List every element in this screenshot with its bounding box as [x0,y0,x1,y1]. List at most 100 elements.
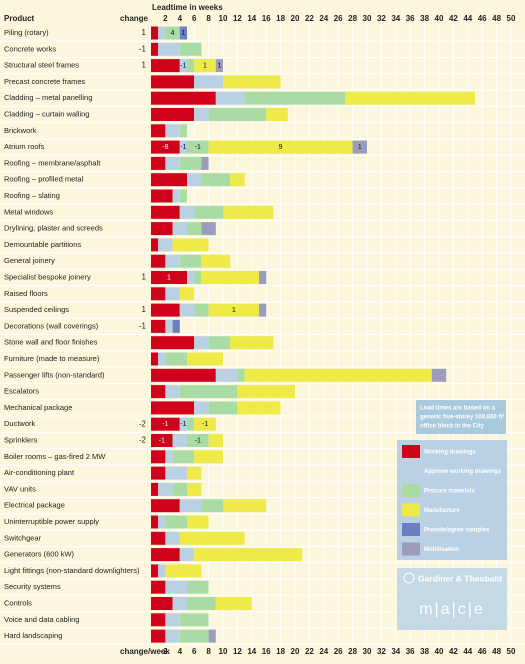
x-tick-label: 42 [449,14,458,23]
bar-segment [208,401,238,415]
bar-segment [194,271,202,284]
bar-segment [151,124,166,138]
row-label: General joinery [4,256,55,265]
x-tick-label: 8 [206,14,211,23]
x-tick-label: 42 [449,647,458,656]
x-tick-label: 6 [192,14,197,23]
x-tick-label: 34 [391,14,400,23]
legend-swatch [402,523,420,536]
row-label: Escalators [4,387,39,396]
row-label: Cladding – curtain walling [4,109,89,118]
bar-segment [208,336,231,350]
bar-segment [158,564,166,578]
x-tick-label: 26 [334,647,343,656]
bar-segment [237,401,281,415]
bar-segment [151,531,166,545]
bar-segment [201,271,259,284]
bar-segment [151,222,173,236]
row-label: Piling (rotary) [4,28,49,37]
row-label: Suspended ceilings [4,305,69,314]
bar-segment [172,450,195,464]
segment-change: 4 [171,30,175,37]
x-tick-label: 30 [363,14,372,23]
x-tick-label: 40 [435,14,444,23]
row-label: Concrete works [4,44,56,53]
bar-segment [151,417,180,431]
row-label: Demountable partitions [4,240,81,249]
logo-box [397,568,507,630]
change-label: -1 [139,322,147,331]
bar-segment [151,629,166,643]
bar-segment [208,108,267,121]
bar-segment [194,336,209,350]
x-tick-label: 10 [219,14,228,23]
bar-segment [187,515,209,529]
x-tick-label: 46 [478,647,487,656]
bar-segment [151,434,173,447]
bar-segment [187,352,223,366]
bar-segment [201,156,209,170]
legend-label: Working drawings [424,450,477,456]
x-tick-label: 32 [377,14,386,23]
bar-segment [194,59,216,73]
bar-segment [151,319,166,333]
legend-swatch [402,445,420,458]
row-label: Roofing – membrane/asphalt [4,158,101,167]
bar-segment [201,499,223,513]
row-label: Uninterruptible power supply [4,517,99,526]
bar-segment [165,531,180,545]
bar-segment [194,417,216,431]
bar-segment [237,385,295,399]
bar-segment [151,287,166,301]
bar-segment [151,108,195,121]
change-label: 1 [142,305,147,314]
x-tick-label: 4 [178,647,183,656]
bar-segment [165,156,180,170]
bar-segment [215,368,238,382]
row-label: Security systems [4,582,61,591]
bar-segment [151,385,166,399]
bar-segment [179,629,209,643]
bar-segment [151,59,180,73]
bar-segment [151,42,159,56]
bar-segment [201,254,231,268]
legend-label: Mobilisation [424,547,459,553]
bar-segment [158,515,166,529]
bar-segment [179,385,238,399]
x-tick-label: 48 [492,14,501,23]
row-label: Cladding – metal panelling [4,93,92,102]
row-label: Sprinklers [4,435,38,444]
bar-segment [215,59,223,73]
row-label: Ductwork [4,419,36,428]
bottom-label: change/week [120,647,170,656]
bar-segment [179,205,195,219]
bar-segment [179,548,195,562]
bar-segment [151,580,166,594]
bar-segment [266,108,288,121]
segment-change: -1 [159,437,165,444]
bar-segment [187,271,195,284]
bar-segment [179,156,202,170]
bar-segment [179,140,187,154]
legend-swatch [402,484,420,497]
x-tick-label: 2 [163,14,168,23]
bar-segment [165,564,202,578]
bar-segment [179,613,209,627]
axis-title: Leadtime in weeks [152,3,223,12]
x-tick-label: 32 [377,647,386,656]
bar-segment [172,434,187,447]
row-label: Metal windows [4,207,53,216]
bar-segment [151,238,159,252]
bar-segment [151,156,166,170]
row-label: Furniture (made to measure) [4,354,100,363]
bar-segment [179,124,187,138]
row-label: Atrium roofs [4,142,45,151]
x-tick-label: 6 [192,647,197,656]
x-tick-label: 22 [305,14,314,23]
x-tick-label: 2 [163,647,168,656]
bar-segment [187,140,209,154]
bar-segment [187,482,202,496]
bar-segment [259,271,267,284]
row-label: Stone wall and floor finishes [4,338,98,347]
x-tick-label: 22 [305,647,314,656]
